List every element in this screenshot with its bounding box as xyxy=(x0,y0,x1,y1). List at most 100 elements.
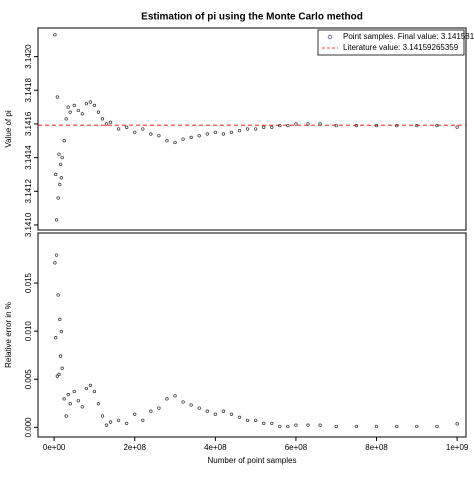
x-tick-label: 6e+08 xyxy=(285,443,308,452)
point xyxy=(54,336,58,340)
point xyxy=(213,130,217,135)
point xyxy=(237,415,242,419)
legend-label: Point samples. Final value: 3.141581 xyxy=(343,32,474,41)
x-tick-label: 8e+08 xyxy=(365,443,388,452)
point xyxy=(72,103,76,108)
point xyxy=(68,110,72,114)
chart-title: Estimation of pi using the Monte Carlo m… xyxy=(141,12,363,23)
point xyxy=(286,123,290,128)
point xyxy=(84,386,89,391)
point xyxy=(88,383,93,388)
point xyxy=(270,125,274,129)
point xyxy=(294,423,298,427)
y-tick-label: 3.1410 xyxy=(24,212,33,237)
x-tick-label: 4e+08 xyxy=(204,443,227,452)
point xyxy=(116,418,121,423)
point xyxy=(125,421,129,426)
point xyxy=(76,108,80,113)
y-tick-label: 3.1418 xyxy=(24,77,33,102)
point xyxy=(455,422,459,426)
point xyxy=(58,162,63,167)
point xyxy=(415,424,419,429)
point xyxy=(318,423,322,427)
y-tick-label: 3.1414 xyxy=(24,145,33,170)
point xyxy=(245,127,250,131)
point xyxy=(374,123,379,128)
point xyxy=(92,103,97,108)
point xyxy=(189,135,193,140)
point xyxy=(286,424,290,429)
point xyxy=(354,424,359,429)
point xyxy=(72,389,76,394)
point xyxy=(173,140,177,145)
plot-frame xyxy=(37,232,467,438)
y-tick-label: 3.1420 xyxy=(24,44,33,69)
point xyxy=(108,420,113,424)
point xyxy=(141,127,145,131)
plot-frame xyxy=(37,27,467,231)
point xyxy=(54,172,58,177)
point xyxy=(278,424,282,429)
x-axis-label: Number of point samples xyxy=(208,456,297,465)
point xyxy=(278,123,282,128)
point xyxy=(318,122,322,126)
point xyxy=(100,414,105,418)
point xyxy=(76,399,80,403)
point xyxy=(157,134,161,138)
point xyxy=(57,152,61,156)
point xyxy=(197,134,201,138)
point xyxy=(415,123,419,128)
point xyxy=(221,132,226,136)
point xyxy=(245,418,250,423)
point xyxy=(104,423,109,427)
point xyxy=(80,405,84,409)
point xyxy=(141,418,145,423)
point xyxy=(237,129,242,133)
point xyxy=(306,122,310,126)
point xyxy=(165,397,169,401)
point xyxy=(253,127,258,131)
point xyxy=(455,125,459,129)
point xyxy=(53,261,57,265)
point xyxy=(55,374,59,378)
point xyxy=(92,389,97,394)
point xyxy=(173,394,177,398)
point xyxy=(59,176,64,180)
point xyxy=(262,421,266,426)
point xyxy=(213,412,217,416)
point xyxy=(205,132,209,136)
x-tick-label: 2e+08 xyxy=(123,443,146,452)
point xyxy=(435,123,439,128)
point xyxy=(181,400,185,404)
point xyxy=(157,406,161,410)
legend-box xyxy=(317,29,465,56)
y-axis-label: Relative error in % xyxy=(4,302,13,368)
point xyxy=(54,253,59,257)
point xyxy=(96,402,101,406)
point xyxy=(60,366,64,370)
point xyxy=(253,418,258,423)
point xyxy=(58,354,63,358)
y-tick-label: 3.1416 xyxy=(24,111,33,136)
point xyxy=(165,139,169,143)
point xyxy=(435,424,439,429)
x-tick-label: 0e+00 xyxy=(43,443,66,452)
point xyxy=(229,130,234,135)
point xyxy=(96,110,101,114)
point xyxy=(181,137,185,141)
point xyxy=(60,155,64,160)
point xyxy=(149,409,153,413)
point xyxy=(104,122,109,126)
y-tick-label: 0.005 xyxy=(24,369,33,390)
point xyxy=(58,182,62,187)
point xyxy=(53,33,57,37)
point xyxy=(56,196,60,200)
point xyxy=(189,403,193,407)
point xyxy=(88,100,93,104)
point xyxy=(62,139,66,143)
point xyxy=(262,125,266,129)
point xyxy=(100,117,105,121)
point xyxy=(56,293,60,297)
